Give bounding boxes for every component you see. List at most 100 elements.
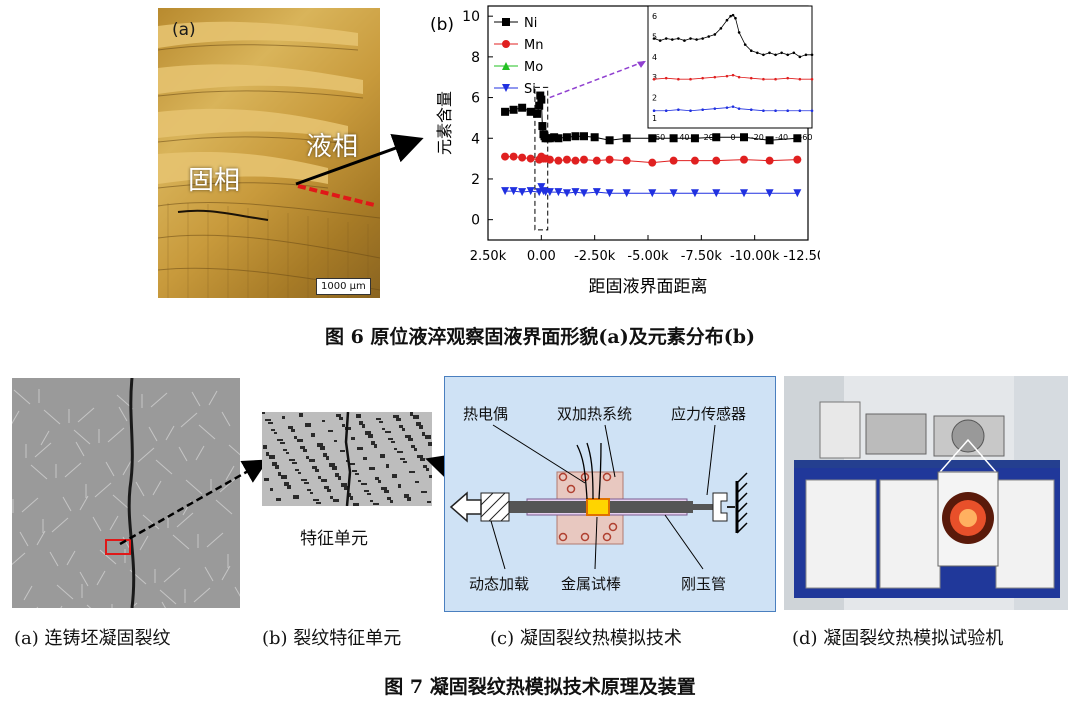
schematic-drawing (449, 424, 748, 570)
data-point-mn (712, 156, 721, 165)
data-point-si (740, 189, 748, 198)
data-point-ni (509, 105, 518, 114)
data-point-ni (502, 18, 510, 26)
feature-unit-label: 特征单元 (300, 529, 368, 549)
inset-x-tick-label: 0 (730, 133, 735, 142)
inset-point-ni (707, 35, 711, 38)
inset-y-tick-label: 2 (652, 94, 657, 103)
data-point-ni (571, 132, 580, 141)
data-point-mn (502, 40, 510, 48)
figure6-caption: 图 6 原位液淬观察固液界面形貌(a)及元素分布(b) (324, 326, 755, 348)
inset-point-ni (683, 39, 686, 42)
subcaption-b: (b) 裂纹特征单元 (262, 628, 402, 649)
subcaption-a: (a) 连铸坯凝固裂纹 (14, 628, 171, 649)
data-point-mn (571, 156, 580, 165)
data-point-si (592, 188, 601, 197)
data-point-si (622, 189, 631, 198)
data-point-mn (501, 152, 510, 161)
data-point-si (537, 183, 546, 192)
inset-y-tick-label: 1 (652, 114, 657, 123)
data-point-ni (712, 133, 721, 142)
label-metal-rod: 金属试棒 (561, 575, 622, 593)
data-point-mn (554, 156, 563, 165)
data-point-si (562, 189, 571, 198)
inset-x-tick-label: -60 (799, 133, 812, 142)
inset-point-ni (652, 37, 656, 40)
y-tick-label: 6 (471, 91, 480, 107)
data-point-ni (690, 134, 699, 143)
inset-point-si (810, 109, 814, 113)
data-point-si (765, 189, 774, 198)
data-point-ni (535, 101, 544, 110)
solid-phase-label: 固相 (188, 166, 241, 196)
inset-x-tick-label: 20 (704, 133, 714, 142)
inset-point-ni (725, 18, 729, 22)
inset-point-mn (713, 75, 717, 79)
panel-a-label: (a) (172, 20, 196, 40)
inset-y-tick-label: 4 (652, 53, 657, 62)
data-point-ni (793, 134, 802, 143)
data-point-ni (537, 95, 546, 104)
data-point-ni (669, 134, 678, 143)
inset-point-si (749, 108, 753, 111)
inset-point-mn (774, 77, 777, 81)
inset-point-mn (737, 75, 741, 79)
inset-point-ni (695, 38, 698, 41)
x-tick-label: -5.00k (627, 249, 669, 264)
inset-point-mn (798, 77, 802, 81)
data-point-si (648, 189, 657, 198)
legend-label-mo: Mo (524, 60, 543, 75)
data-point-ni (622, 134, 631, 143)
data-point-ni (550, 133, 559, 142)
data-point-si (526, 187, 535, 196)
inset-point-ni (701, 37, 704, 40)
inset-point-ni (664, 37, 668, 40)
x-tick-label: -12.50k (783, 249, 820, 264)
zoom-arrow (549, 60, 647, 99)
x-tick-label: -7.50k (681, 249, 723, 264)
label-stress-sensor: 应力传感器 (671, 405, 747, 423)
data-point-si (690, 189, 699, 198)
legend-label-si: Si (524, 82, 536, 97)
pointer-arrow (295, 134, 424, 186)
data-point-ni (526, 107, 535, 116)
data-point-ni (740, 133, 748, 142)
inset-point-ni (749, 49, 753, 53)
data-point-mn (793, 155, 802, 164)
inset-point-ni (658, 39, 662, 42)
inset-point-si (786, 109, 790, 113)
inset-point-si (713, 107, 717, 110)
data-point-si (502, 84, 510, 92)
data-point-mn (580, 155, 588, 164)
data-point-si (793, 189, 802, 198)
scale-bar: 1000 µm (316, 278, 371, 295)
data-point-ni (605, 136, 614, 145)
thermal-simulator-photo (784, 376, 1068, 610)
legend-label-mn: Mn (524, 38, 543, 53)
inset-x-tick-label: 60 (655, 133, 665, 142)
label-dynamic-load: 动态加载 (469, 575, 530, 593)
data-point-mn (605, 155, 614, 164)
dashed-arrow-to-feature (119, 459, 269, 546)
data-point-si (669, 189, 678, 198)
x-axis-label: 距固液界面距离 (589, 277, 708, 297)
data-point-mn (622, 156, 631, 165)
inset-point-mn (725, 74, 729, 78)
feature-texture (262, 412, 432, 506)
x-tick-label: 2.50k (470, 249, 507, 264)
data-point-si (509, 187, 518, 196)
inset-point-ni (734, 16, 737, 20)
inset-point-mn (689, 77, 692, 81)
data-point-ni (580, 132, 588, 141)
subcaption-c: (c) 凝固裂纹热模拟技术 (490, 628, 682, 649)
inset-point-ni (713, 33, 717, 36)
data-point-mn (648, 158, 657, 167)
inset-point-si (725, 106, 729, 109)
data-point-ni (545, 134, 554, 143)
data-point-ni (538, 122, 547, 131)
data-point-si (712, 189, 721, 198)
data-point-si (554, 188, 563, 197)
inset-frame (647, 5, 813, 129)
y-tick-label: 2 (471, 172, 480, 188)
